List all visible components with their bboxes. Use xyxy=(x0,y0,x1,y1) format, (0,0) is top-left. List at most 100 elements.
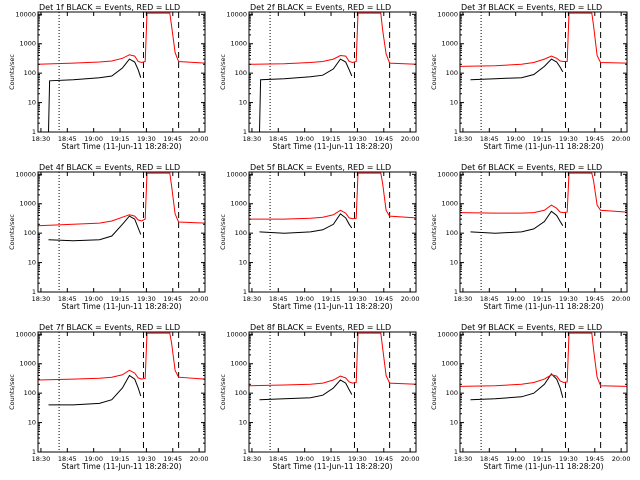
plot-frame xyxy=(459,331,628,453)
panel-title: Det 3f BLACK = Events, RED = LLD xyxy=(461,3,602,12)
lld-series-line xyxy=(37,172,206,227)
x-tick-label: 20:00 xyxy=(401,135,420,143)
y-tick-label: 1 xyxy=(243,448,247,456)
y-tick-label: 1000 xyxy=(19,200,36,208)
y-tick-label: 10 xyxy=(239,419,247,427)
x-tick-label: 19:00 xyxy=(84,455,103,463)
plot-frame xyxy=(37,331,206,453)
x-tick-label: 18:45 xyxy=(480,455,499,463)
events-series-line xyxy=(259,379,353,401)
chart-panel-8: Det 8f BLACK = Events, RED = LLD 1 10 100 10… xyxy=(219,323,420,471)
y-tick-label: 10 xyxy=(239,259,247,267)
x-tick-label: 19:45 xyxy=(374,295,393,303)
x-tick-label: 18:30 xyxy=(32,295,51,303)
chart-panel-5: Det 5f BLACK = Events, RED = LLD 1 10 100 10… xyxy=(219,163,420,311)
y-tick-label: 10 xyxy=(28,99,36,107)
y-tick-label: 100 xyxy=(235,229,247,237)
x-tick-label: 18:30 xyxy=(243,135,262,143)
x-tick-label: 19:30 xyxy=(137,455,156,463)
x-tick-label: 19:30 xyxy=(348,295,367,303)
x-axis-label: Start Time (11-Jun-11 18:28:20) xyxy=(484,302,604,311)
x-tick-label: 19:30 xyxy=(559,455,578,463)
x-tick-label: 18:45 xyxy=(58,295,77,303)
events-series-line xyxy=(48,58,142,133)
x-tick-label: 18:45 xyxy=(58,135,77,143)
x-tick-label: 19:30 xyxy=(137,135,156,143)
x-axis-label: Start Time (11-Jun-11 18:28:20) xyxy=(62,462,182,471)
x-tick-label: 19:15 xyxy=(111,295,130,303)
x-tick-label: 19:45 xyxy=(585,135,604,143)
lld-series-line xyxy=(37,332,206,381)
y-tick-label: 100 xyxy=(235,69,247,77)
events-series-line xyxy=(470,58,564,81)
y-axis-label: Counts/sec xyxy=(219,374,227,410)
y-tick-label: 100 xyxy=(446,69,458,77)
x-tick-label: 19:45 xyxy=(163,455,182,463)
events-series-line xyxy=(470,373,564,401)
x-tick-label: 18:45 xyxy=(269,135,288,143)
y-tick-label: 1 xyxy=(454,128,458,136)
y-axis-label: Counts/sec xyxy=(219,214,227,250)
x-tick-label: 19:00 xyxy=(84,135,103,143)
y-tick-label: 1000 xyxy=(441,360,458,368)
lld-series-line xyxy=(459,12,628,67)
y-tick-label: 10000 xyxy=(226,10,247,18)
panel-title: Det 4f BLACK = Events, RED = LLD xyxy=(39,163,180,172)
x-tick-label: 19:30 xyxy=(559,135,578,143)
y-tick-label: 10000 xyxy=(437,10,458,18)
x-tick-label: 18:30 xyxy=(243,455,262,463)
y-tick-label: 10 xyxy=(450,419,458,427)
y-tick-label: 1 xyxy=(454,288,458,296)
y-tick-label: 10 xyxy=(450,259,458,267)
events-series-line xyxy=(259,58,353,133)
events-series-line xyxy=(470,210,564,234)
chart-panel-1: Det 1f BLACK = Events, RED = LLD 1 10 100 10… xyxy=(8,3,209,151)
x-axis-label: Start Time (11-Jun-11 18:28:20) xyxy=(273,302,393,311)
x-tick-label: 19:15 xyxy=(533,455,552,463)
x-tick-label: 19:15 xyxy=(533,295,552,303)
y-tick-label: 10 xyxy=(28,419,36,427)
y-tick-label: 100 xyxy=(24,389,36,397)
lld-series-line xyxy=(459,172,628,214)
x-tick-label: 20:00 xyxy=(190,295,209,303)
chart-panel-9: Det 9f BLACK = Events, RED = LLD 1 10 100 10… xyxy=(430,323,631,471)
plot-frame xyxy=(37,171,206,293)
x-tick-label: 19:45 xyxy=(163,135,182,143)
y-tick-label: 1000 xyxy=(441,40,458,48)
lld-series-line xyxy=(248,12,417,65)
x-tick-label: 19:15 xyxy=(533,135,552,143)
x-tick-label: 19:15 xyxy=(111,455,130,463)
panel-title: Det 6f BLACK = Events, RED = LLD xyxy=(461,163,602,172)
x-tick-label: 19:30 xyxy=(137,295,156,303)
y-tick-label: 10000 xyxy=(15,170,36,178)
x-tick-label: 20:00 xyxy=(612,135,631,143)
x-tick-label: 18:30 xyxy=(454,455,473,463)
panel-title: Det 8f BLACK = Events, RED = LLD xyxy=(250,323,391,332)
lld-series-line xyxy=(249,172,417,220)
x-tick-label: 19:45 xyxy=(585,455,604,463)
panel-title: Det 5f BLACK = Events, RED = LLD xyxy=(250,163,391,172)
y-tick-label: 10 xyxy=(239,99,247,107)
x-tick-label: 19:15 xyxy=(322,455,341,463)
x-axis-label: Start Time (11-Jun-11 18:28:20) xyxy=(62,302,182,311)
chart-panel-3: Det 3f BLACK = Events, RED = LLD 1 10 100 10… xyxy=(430,3,631,151)
lld-series-line xyxy=(37,12,206,65)
x-tick-label: 19:15 xyxy=(322,135,341,143)
y-tick-label: 10 xyxy=(28,259,36,267)
y-tick-label: 100 xyxy=(446,389,458,397)
chart-panel-4: Det 4f BLACK = Events, RED = LLD 1 10 100 10… xyxy=(8,163,209,311)
y-tick-label: 10000 xyxy=(226,330,247,338)
x-tick-label: 19:00 xyxy=(295,455,314,463)
y-axis-label: Counts/sec xyxy=(430,214,438,250)
panel-title: Det 9f BLACK = Events, RED = LLD xyxy=(461,323,602,332)
y-axis-label: Counts/sec xyxy=(219,54,227,90)
x-tick-label: 19:00 xyxy=(506,455,525,463)
x-tick-label: 19:15 xyxy=(322,295,341,303)
chart-panel-2: Det 2f BLACK = Events, RED = LLD 1 10 100 10… xyxy=(219,3,420,151)
x-axis-label: Start Time (11-Jun-11 18:28:20) xyxy=(484,142,604,151)
x-tick-label: 19:00 xyxy=(506,295,525,303)
x-tick-label: 19:30 xyxy=(348,135,367,143)
x-tick-label: 20:00 xyxy=(612,455,631,463)
